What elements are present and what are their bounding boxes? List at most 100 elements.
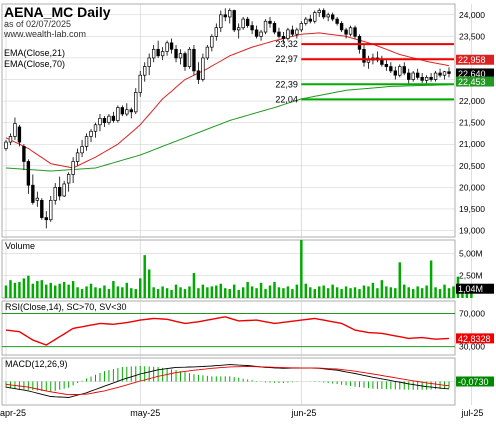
candle-body (299, 23, 304, 31)
price-tick-label: 21,500 (459, 118, 485, 128)
candle-body (263, 20, 268, 33)
candle-body (393, 70, 397, 76)
candle-body (116, 107, 120, 121)
candle-body (424, 77, 429, 81)
volume-bar (264, 289, 267, 298)
volume-last-value: 1,04M (458, 284, 483, 294)
candle-body (277, 31, 281, 37)
candle-body (339, 23, 344, 31)
candle-body (102, 117, 107, 124)
volume-bar (98, 288, 102, 298)
price-last-value: 22,453 (458, 77, 486, 87)
volume-bar (411, 289, 415, 298)
volume-tick-label: 5,00M (459, 248, 483, 258)
volume-bar (300, 240, 303, 298)
candle-body (31, 184, 35, 203)
price-tick-label: 23,500 (459, 31, 485, 41)
candle-body (8, 136, 13, 143)
candle-body (169, 42, 174, 50)
volume-bar (147, 269, 151, 298)
volume-bar (206, 287, 209, 298)
volume-bar (201, 284, 205, 298)
candle-body (93, 124, 98, 132)
volume-bar (58, 283, 61, 298)
candle-body (219, 14, 223, 29)
macd-last-value-bg (456, 376, 494, 387)
ema70-label: EMA(Close,70) (4, 59, 65, 69)
volume-pane: Volume (4, 240, 473, 298)
volume-bar (295, 284, 299, 298)
volume-bar (291, 289, 294, 298)
rsi-tick-label: 70,000 (459, 308, 485, 318)
volume-bar (237, 289, 240, 298)
macd-signal-line (5, 366, 450, 396)
candle-body (147, 57, 151, 67)
candle-body (107, 115, 111, 124)
candle-body (290, 29, 295, 35)
candle-body (241, 18, 245, 29)
volume-bar (224, 288, 227, 298)
volume-bar (241, 287, 245, 298)
volume-bar (232, 284, 236, 298)
candle-body (228, 10, 232, 18)
volume-bar (152, 287, 155, 298)
candle-body (205, 46, 210, 59)
volume-bar (45, 284, 48, 298)
volume-bar (452, 286, 455, 298)
volume-bar (188, 286, 191, 298)
volume-bar (250, 286, 254, 298)
volume-bar (9, 280, 12, 298)
candle-body (125, 109, 129, 115)
candle-body (384, 64, 389, 67)
x-tick-label: jul-25 (460, 408, 483, 418)
x-tick-label: apr-25 (0, 408, 26, 418)
volume-bar (259, 282, 263, 298)
price-tick-label: 22,000 (459, 96, 485, 106)
candle-body (308, 18, 312, 22)
volume-bar (367, 286, 370, 298)
volume-bar (286, 286, 290, 298)
volume-bar (362, 285, 366, 298)
volume-bar (62, 281, 66, 298)
pane-frame-vol (1, 239, 456, 299)
candle-body (22, 146, 26, 162)
candle-body (295, 29, 299, 35)
candle-body (187, 48, 192, 67)
pane-frame-rsi (1, 300, 456, 356)
candle-body (17, 126, 22, 143)
x-tick-label: jun-25 (290, 408, 316, 418)
volume-bar (134, 289, 137, 298)
candle-body (344, 29, 348, 35)
candle-body (429, 77, 433, 80)
volume-bar (107, 289, 111, 298)
rsi-last-value: 42,8328 (458, 334, 491, 344)
volume-bar (219, 283, 223, 298)
candle-body (71, 161, 75, 175)
volume-bar (85, 286, 88, 298)
volume-bar (31, 283, 35, 298)
volume-bar (318, 286, 321, 298)
candle-body (236, 27, 241, 31)
volume-bar (40, 280, 44, 298)
volume-bar (80, 289, 84, 298)
rsi-last-value-bg (456, 333, 494, 344)
candle-body (75, 152, 80, 162)
candle-body (62, 183, 66, 197)
candle-body (120, 107, 125, 115)
volume-bar (139, 278, 142, 298)
candle-body (232, 10, 236, 31)
volume-bar (22, 278, 26, 298)
volume-bar (183, 289, 187, 298)
price-tick-label: 21,000 (459, 139, 485, 149)
volume-bar (304, 283, 308, 298)
volume-bar (116, 286, 120, 298)
volume-bar (36, 281, 39, 298)
candle-body (98, 117, 102, 126)
candle-body (442, 71, 447, 76)
price-tick-label: 24,000 (459, 10, 485, 20)
macd-last-value: -0,0730 (458, 377, 489, 387)
candle-body (254, 29, 259, 37)
volume-bar (282, 288, 285, 298)
candle-body (380, 59, 384, 65)
rsi-title: RSI(Close,14), SC>70, SV<30 (5, 302, 127, 312)
